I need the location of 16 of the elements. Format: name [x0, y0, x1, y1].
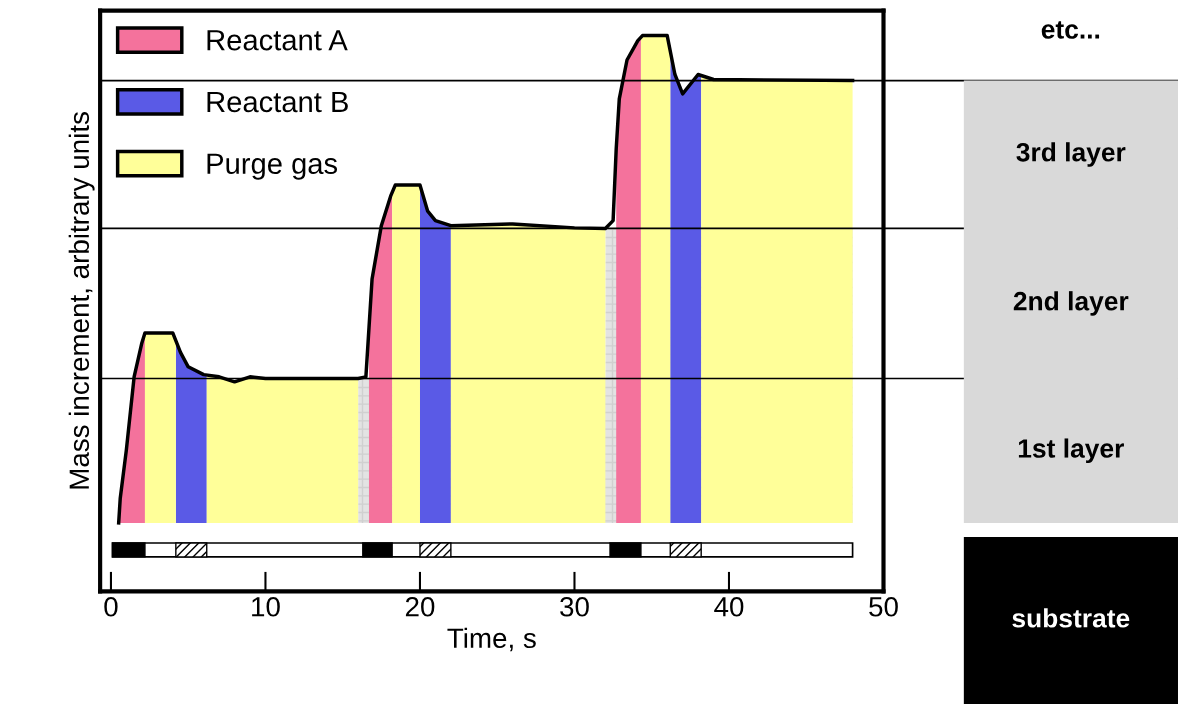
x-tick-label: 40: [714, 596, 744, 617]
legend-label: Reactant A: [207, 30, 348, 51]
text: 1st layer: [1018, 438, 1124, 464]
text: etc...: [1041, 21, 1100, 39]
y-axis-title: Mass increment, arbitrary units: [68, 112, 95, 489]
x-axis-title: Time, s: [447, 627, 536, 652]
x-tick-label: 30: [560, 596, 589, 617]
legend-label: Purge gas: [207, 153, 338, 180]
x-tick-label: 10: [252, 596, 280, 617]
legend-label: Reactant B: [207, 91, 348, 113]
text: 3rd layer: [1016, 142, 1126, 167]
x-tick-label: 50: [869, 596, 898, 617]
x-tick-label: 20: [405, 596, 435, 617]
text: 2nd layer: [1013, 291, 1129, 316]
text: substrate: [1012, 608, 1130, 628]
x-tick-label: 0: [104, 596, 118, 617]
